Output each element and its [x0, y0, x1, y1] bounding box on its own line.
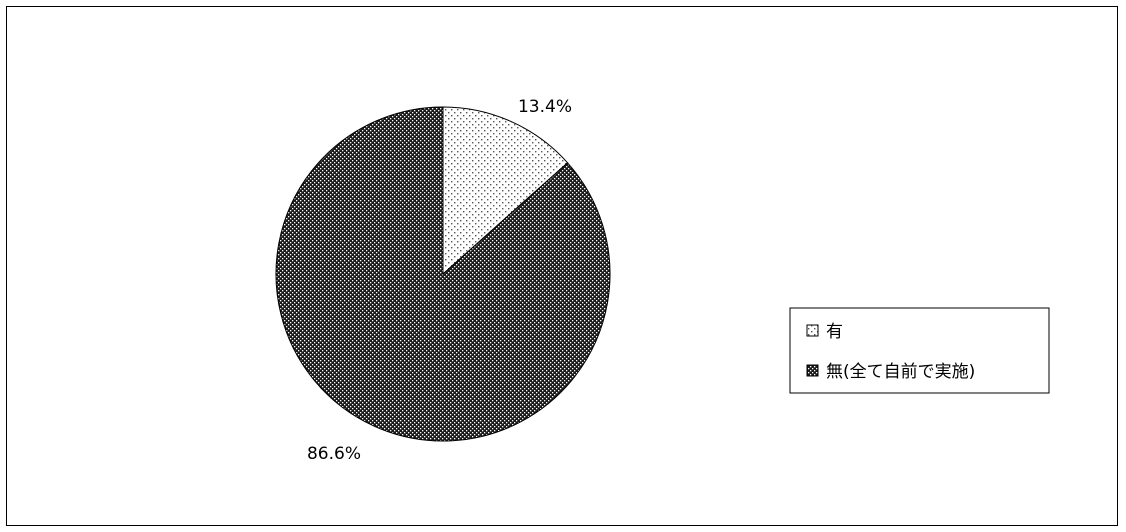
legend-box — [789, 307, 1050, 394]
data-label-no: 86.6% — [307, 444, 361, 464]
data-label-yes: 13.4% — [518, 97, 572, 117]
pie-slice-yes — [442, 106, 569, 276]
pie-slice-no — [275, 106, 611, 442]
legend-swatch-yes — [806, 324, 819, 337]
pie-slices — [275, 106, 611, 442]
legend: 有 無(全て自前で実施) — [789, 307, 1050, 394]
legend-label-no: 無(全て自前で実施) — [826, 362, 975, 382]
legend-swatch-no — [806, 364, 819, 377]
legend-label-yes: 有 — [826, 322, 843, 342]
